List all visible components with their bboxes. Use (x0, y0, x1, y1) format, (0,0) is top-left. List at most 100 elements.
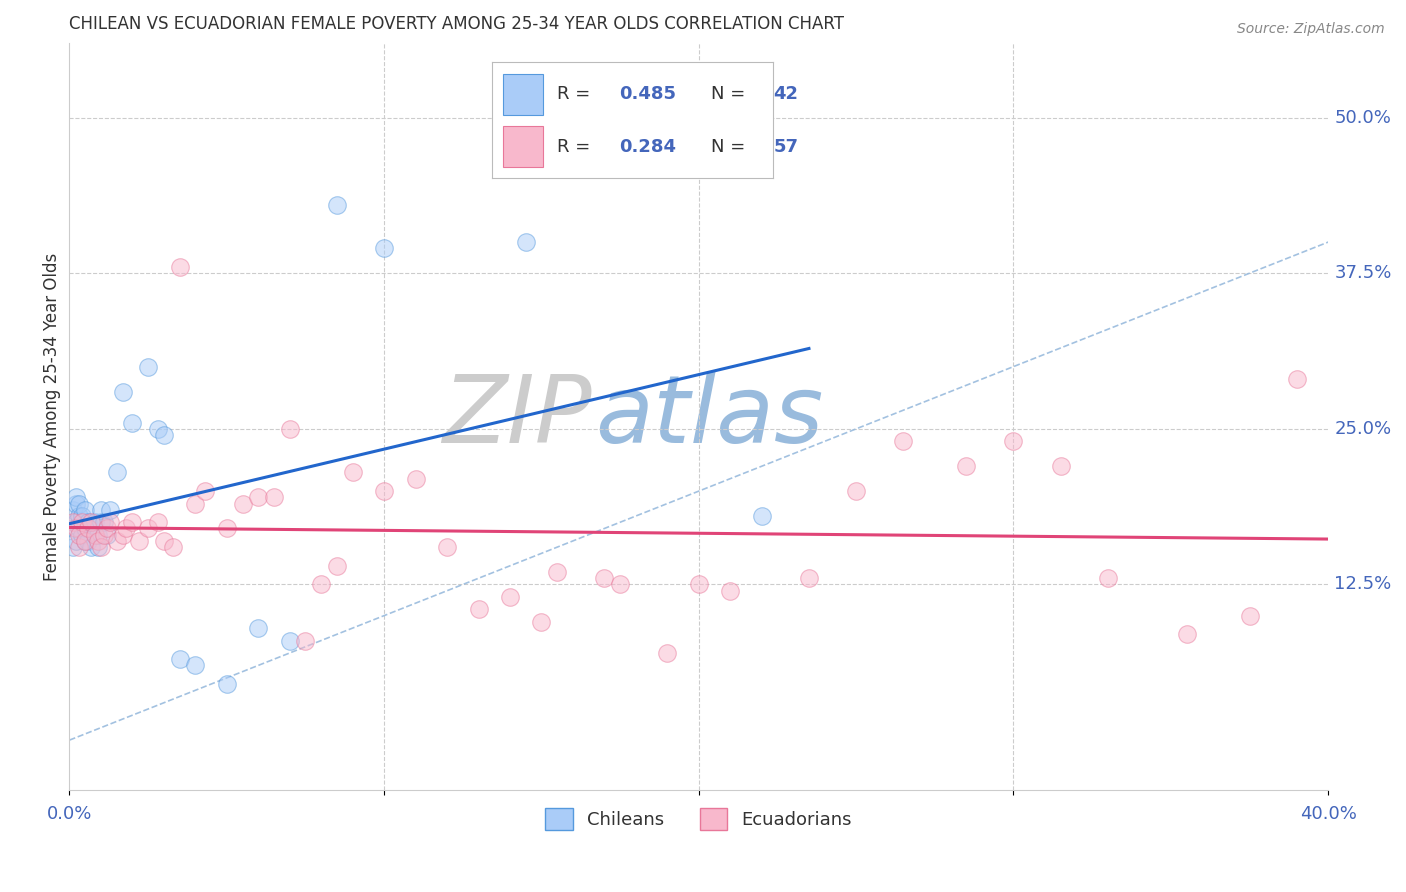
Text: 42: 42 (773, 86, 799, 103)
Point (657, 646, 679, 660)
Point (1285, 372, 1308, 386)
Point (65, 491, 87, 505)
Point (93, 527, 115, 541)
Point (77, 521, 100, 535)
Point (65, 521, 87, 535)
Point (75, 521, 97, 535)
Point (546, 565, 568, 579)
Text: N =: N = (711, 137, 751, 155)
Point (467, 602, 489, 616)
Point (893, 434, 915, 449)
Point (263, 491, 285, 505)
Point (247, 621, 270, 635)
Point (115, 521, 138, 535)
Point (90, 540, 112, 554)
Point (797, 571, 820, 585)
Point (146, 422, 169, 436)
Point (105, 466, 128, 480)
Point (67, 497, 90, 511)
Point (215, 521, 238, 535)
Point (515, 235, 537, 249)
Point (751, 508, 773, 523)
Point (70, 508, 93, 523)
Point (278, 633, 301, 648)
Point (93, 515, 115, 529)
Point (96, 527, 118, 541)
Point (231, 497, 253, 511)
Point (1002, 434, 1025, 449)
Point (105, 533, 128, 548)
Point (75, 503, 97, 517)
Point (65, 515, 87, 529)
Point (98, 515, 121, 529)
Point (530, 615, 553, 629)
Text: ZIP: ZIP (443, 371, 592, 462)
Point (688, 577, 710, 591)
Legend: Chileans, Ecuadorians: Chileans, Ecuadorians (538, 800, 859, 837)
Point (62, 503, 84, 517)
Point (162, 540, 184, 554)
Point (1097, 571, 1119, 585)
Y-axis label: Female Poverty Among 25-34 Year Olds: Female Poverty Among 25-34 Year Olds (44, 252, 60, 581)
Point (718, 583, 741, 598)
Point (62, 521, 84, 535)
Point (65, 533, 87, 548)
Point (67, 521, 90, 535)
Point (62, 515, 84, 529)
Text: atlas: atlas (596, 371, 824, 462)
Point (75, 533, 97, 548)
Text: Source: ZipAtlas.com: Source: ZipAtlas.com (1237, 22, 1385, 37)
Point (136, 521, 159, 535)
FancyBboxPatch shape (503, 126, 543, 167)
Point (1239, 608, 1261, 623)
Point (83, 515, 105, 529)
Point (373, 484, 395, 499)
Text: 50.0%: 50.0% (1334, 109, 1392, 127)
Point (65, 497, 87, 511)
Point (169, 260, 191, 274)
Point (326, 558, 349, 573)
Point (845, 484, 868, 499)
Point (499, 590, 522, 604)
Point (326, 198, 349, 212)
Point (342, 466, 364, 480)
Point (955, 459, 977, 474)
Point (98, 503, 121, 517)
Point (83, 527, 105, 541)
Point (75, 533, 97, 548)
Point (153, 428, 176, 442)
Text: N =: N = (711, 86, 751, 103)
Point (215, 677, 238, 691)
Point (111, 384, 134, 399)
Text: CHILEAN VS ECUADORIAN FEMALE POVERTY AMONG 25-34 YEAR OLDS CORRELATION CHART: CHILEAN VS ECUADORIAN FEMALE POVERTY AMO… (69, 15, 845, 33)
Point (184, 497, 207, 511)
Text: 40.0%: 40.0% (1299, 805, 1357, 822)
Point (90, 515, 112, 529)
Point (294, 633, 316, 648)
Point (1049, 459, 1071, 474)
Text: 0.284: 0.284 (619, 137, 676, 155)
Text: 0.0%: 0.0% (46, 805, 93, 822)
Point (405, 472, 427, 486)
Point (67, 527, 90, 541)
Point (128, 533, 150, 548)
Point (194, 484, 217, 499)
Point (90, 503, 112, 517)
Text: 25.0%: 25.0% (1334, 420, 1392, 438)
Point (77, 515, 100, 529)
Point (80, 515, 103, 529)
Point (87, 527, 110, 541)
Text: 0.485: 0.485 (619, 86, 676, 103)
Point (67, 540, 90, 554)
Point (70, 515, 93, 529)
Point (309, 577, 332, 591)
Point (184, 658, 207, 673)
Point (436, 540, 458, 554)
Point (121, 416, 143, 430)
Point (373, 241, 395, 255)
Point (87, 540, 110, 554)
Point (87, 533, 110, 548)
Point (121, 515, 143, 529)
Text: 37.5%: 37.5% (1334, 264, 1392, 282)
Point (153, 533, 176, 548)
